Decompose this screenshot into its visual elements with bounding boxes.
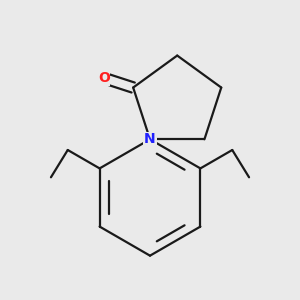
Text: O: O <box>98 71 110 85</box>
Text: N: N <box>144 132 156 146</box>
